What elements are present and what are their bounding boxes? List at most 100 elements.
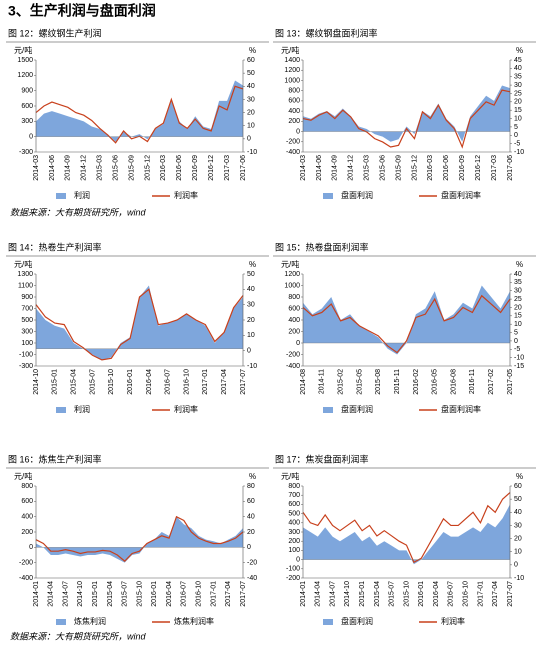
y-axis-unit: 元/吨 xyxy=(14,471,32,481)
y-tick-label: -200 xyxy=(286,351,300,358)
x-tick-label: 2016-07 xyxy=(448,581,455,607)
y2-tick-label: 10 xyxy=(514,549,522,556)
legend-swatch xyxy=(56,407,66,413)
rate-line xyxy=(35,85,244,144)
y2-tick-label: 0 xyxy=(514,132,518,139)
x-tick-label: 2015-04 xyxy=(70,369,77,395)
x-tick-label: 2016-09 xyxy=(192,155,199,181)
y2-tick-label: 10 xyxy=(514,321,522,328)
y-tick-label: -200 xyxy=(286,575,300,582)
x-tick-label: 2014-10 xyxy=(344,581,351,607)
source-note: 数据来源：大有期货研究所，wind xyxy=(10,207,147,217)
y-tick-label: 500 xyxy=(288,510,300,517)
x-tick-label: 2014-09 xyxy=(332,155,339,181)
x-tick-label: 2014-10 xyxy=(33,369,40,395)
x-tick-label: 2015-01 xyxy=(359,581,366,607)
y2-tick-label: 40 xyxy=(247,514,255,521)
y-tick-label: 800 xyxy=(288,294,300,301)
chart-title: 图 14：热卷生产利润率 xyxy=(8,241,102,252)
x-tick-label: 2016-08 xyxy=(450,369,457,395)
rate-line xyxy=(302,492,511,564)
x-tick-label: 2015-09 xyxy=(395,155,402,181)
y2-tick-label: 40 xyxy=(514,271,522,278)
y-tick-label: -200 xyxy=(19,560,33,567)
y2-tick-label: 50 xyxy=(514,496,522,503)
x-tick-label: 2016-07 xyxy=(181,581,188,607)
x-tick-label: 2016-05 xyxy=(432,369,439,395)
y2-tick-label: 30 xyxy=(247,302,255,309)
x-tick-label: 2017-07 xyxy=(507,581,514,607)
x-tick-label: 2017-05 xyxy=(507,369,514,395)
x-tick-label: 2017-04 xyxy=(492,581,499,607)
y2-tick-label: -10 xyxy=(514,354,524,361)
x-tick-label: 2016-07 xyxy=(165,369,172,395)
y-tick-label: -300 xyxy=(19,149,33,156)
x-tick-label: 2014-01 xyxy=(33,581,40,607)
y-tick-label: 400 xyxy=(21,514,33,521)
chart-title: 图 15：热卷盘面利润率 xyxy=(275,241,369,252)
x-tick-label: 2016-02 xyxy=(413,369,420,395)
y-tick-label: 300 xyxy=(21,328,33,335)
y-axis-unit: 元/吨 xyxy=(14,259,32,269)
x-tick-label: 2016-06 xyxy=(176,155,183,181)
legend-label: 盘面利润率 xyxy=(441,190,481,200)
x-tick-label: 2015-11 xyxy=(394,369,401,394)
y2-tick-label: 50 xyxy=(247,271,255,278)
y-tick-label: -100 xyxy=(19,351,33,358)
chart-title: 图 16：炼焦生产利润率 xyxy=(8,453,102,464)
x-tick-label: 2014-04 xyxy=(48,581,55,607)
legend-label: 盘面利润 xyxy=(341,404,373,414)
x-tick-label: 2015-08 xyxy=(375,369,382,395)
x-tick-label: 2015-06 xyxy=(112,155,119,181)
y2-axis-unit: % xyxy=(516,46,523,55)
legend-label: 利润率 xyxy=(174,404,198,414)
y-tick-label: 200 xyxy=(288,538,300,545)
x-tick-label: 2014-01 xyxy=(300,581,307,607)
y-tick-label: 600 xyxy=(288,501,300,508)
x-tick-label: 2016-10 xyxy=(195,581,202,607)
x-tick-label: 2016-01 xyxy=(127,369,134,395)
y2-tick-label: 35 xyxy=(514,74,522,81)
profit-area xyxy=(36,516,243,563)
y-tick-label: 600 xyxy=(288,98,300,105)
x-tick-label: 2014-10 xyxy=(77,581,84,607)
y-tick-label: 200 xyxy=(288,118,300,125)
x-tick-label: 2014-07 xyxy=(329,581,336,607)
x-tick-label: 2014-03 xyxy=(33,155,40,181)
y-axis-unit: 元/吨 xyxy=(14,45,32,55)
y2-tick-label: 0 xyxy=(514,338,518,345)
x-tick-label: 2017-02 xyxy=(488,369,495,395)
y2-tick-label: 20 xyxy=(514,535,522,542)
x-tick-label: 2015-07 xyxy=(122,581,129,607)
y-tick-label: 100 xyxy=(288,547,300,554)
legend-swatch xyxy=(323,619,333,625)
x-tick-label: 2016-03 xyxy=(427,155,434,181)
y2-tick-label: 60 xyxy=(247,498,255,505)
y2-tick-label: -10 xyxy=(247,363,257,370)
y2-tick-label: 40 xyxy=(514,509,522,516)
profit-area xyxy=(303,285,510,355)
x-tick-label: 2015-12 xyxy=(144,155,151,181)
x-tick-label: 2015-10 xyxy=(136,581,143,607)
y-tick-label: 1300 xyxy=(17,271,33,278)
y-tick-label: 900 xyxy=(21,88,33,95)
y2-axis-unit: % xyxy=(249,260,256,269)
x-tick-label: 2015-05 xyxy=(356,369,363,395)
x-tick-label: 2015-07 xyxy=(389,581,396,607)
x-tick-label: 2014-04 xyxy=(315,581,322,607)
page-title: 3、生产利润与盘面利润 xyxy=(8,3,156,19)
x-tick-label: 2015-01 xyxy=(52,369,59,395)
legend-swatch xyxy=(56,193,66,199)
legend-swatch xyxy=(323,193,333,199)
profit-area xyxy=(36,285,243,361)
y-tick-label: 700 xyxy=(288,492,300,499)
x-tick-label: 2016-06 xyxy=(443,155,450,181)
y2-tick-label: 30 xyxy=(514,82,522,89)
y2-tick-label: 45 xyxy=(514,57,522,64)
x-tick-label: 2015-09 xyxy=(128,155,135,181)
x-tick-label: 2014-11 xyxy=(319,369,326,394)
x-tick-label: 2014-12 xyxy=(348,155,355,181)
y-tick-label: 400 xyxy=(288,520,300,527)
x-tick-label: 2014-12 xyxy=(81,155,88,181)
x-tick-label: 2014-07 xyxy=(62,581,69,607)
